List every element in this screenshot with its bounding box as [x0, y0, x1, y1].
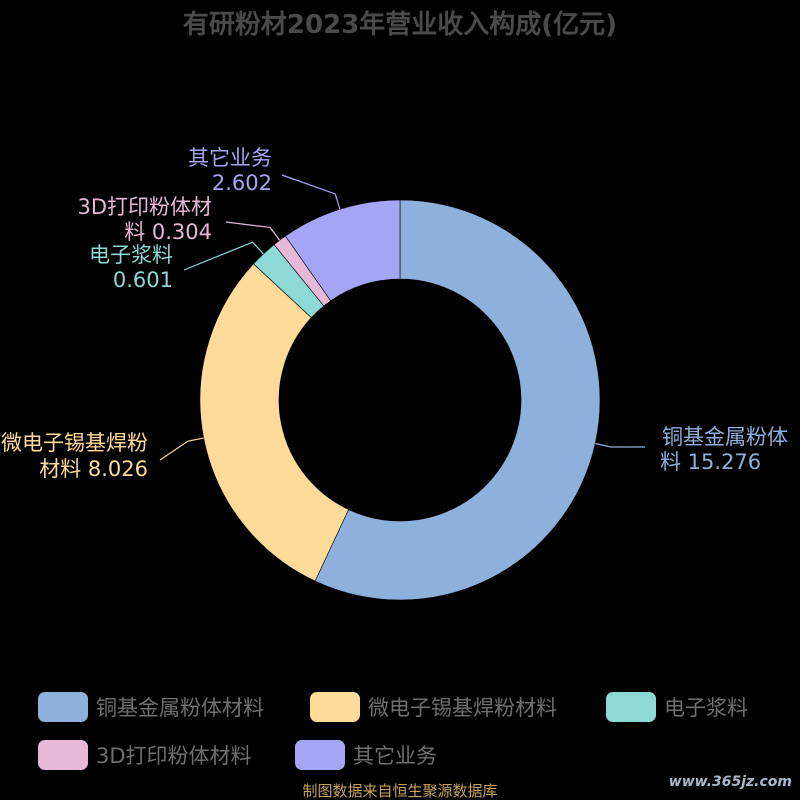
slice-label-4-line-0: 其它业务	[188, 146, 272, 170]
legend-swatch-2	[606, 692, 656, 722]
slice-1[interactable]	[199, 263, 350, 582]
legend-item-2[interactable]: 电子浆料	[606, 692, 748, 722]
slice-label-4-line-1: 2.602	[212, 171, 272, 195]
slice-label-3-line-0: 3D打印粉体材	[77, 195, 212, 219]
legend-label-4: 其它业务	[353, 744, 437, 768]
source-note: 制图数据来自恒生聚源数据库	[302, 782, 497, 800]
legend[interactable]: 铜基金属粉体材料 微电子锡基焊粉材料 电子浆料 3D打印粉体材料 其它业务	[38, 692, 748, 770]
legend-item-4[interactable]: 其它业务	[295, 740, 437, 770]
legend-label-2: 电子浆料	[664, 696, 748, 720]
slice-label-1-line-0: 微电子锡基焊粉	[1, 431, 148, 455]
slice-label-1-line-1: 材料 8.026	[39, 457, 148, 481]
label-line-3	[225, 221, 281, 241]
slice-label-3-line-1: 料 0.304	[124, 220, 212, 244]
slice-label-2-line-0: 电子浆料	[89, 243, 173, 267]
legend-label-3: 3D打印粉体材料	[96, 744, 252, 768]
slice-label-0-line-0: 铜基金属粉体	[662, 425, 788, 449]
slice-4[interactable]	[285, 199, 401, 302]
legend-swatch-4	[295, 740, 345, 770]
label-line-4	[281, 174, 341, 210]
watermark: www.365jz.com	[669, 774, 792, 790]
legend-swatch-0	[38, 692, 88, 722]
slice-0[interactable]	[314, 199, 601, 601]
legend-item-1[interactable]: 微电子锡基焊粉材料	[310, 692, 557, 722]
legend-item-3[interactable]: 3D打印粉体材料	[38, 740, 252, 770]
chart-title: 有研粉材2023年营业收入构成(亿元)	[183, 9, 617, 40]
legend-label-0: 铜基金属粉体材料	[96, 696, 264, 720]
legend-label-1: 微电子锡基焊粉材料	[368, 696, 557, 720]
slices	[199, 199, 601, 601]
label-line-0	[595, 442, 646, 448]
slice-label-2-line-1: 0.601	[113, 268, 173, 292]
label-line-1	[159, 437, 204, 461]
label-line-2	[183, 241, 264, 271]
legend-item-0[interactable]: 铜基金属粉体材料	[38, 692, 264, 722]
legend-swatch-1	[310, 692, 360, 722]
legend-swatch-3	[38, 740, 88, 770]
slice-label-0-line-1: 料 15.276	[660, 450, 761, 474]
